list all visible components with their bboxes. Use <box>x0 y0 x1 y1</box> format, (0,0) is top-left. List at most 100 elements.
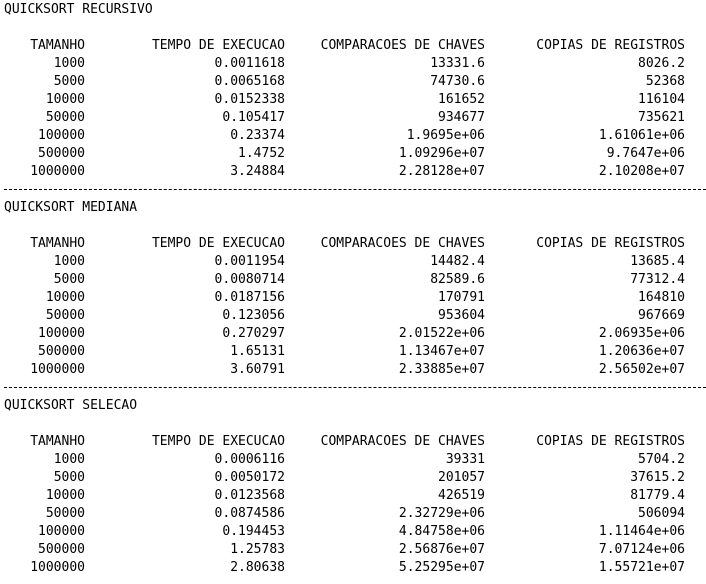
header-comparacoes: COMPARACOES DE CHAVES <box>320 38 485 53</box>
header-copias: COPIAS DE REGISTROS <box>536 38 685 53</box>
cell-comparacoes: 13331.6 <box>430 56 485 71</box>
cell-tempo: 0.0050172 <box>214 470 285 485</box>
cell-tempo: 0.0187156 <box>214 290 285 305</box>
cell-comparacoes: 5.25295e+07 <box>398 560 485 575</box>
header-tempo: TEMPO DE EXECUCAO <box>151 434 285 449</box>
cell-copias: 37615.2 <box>630 470 685 485</box>
cell-copias: 1.55721e+07 <box>598 560 685 575</box>
cell-tamanho: 10000 <box>45 488 85 503</box>
cell-tempo: 0.0006116 <box>214 452 285 467</box>
cell-comparacoes: 161652 <box>438 92 485 107</box>
header-tamanho: TAMANHO <box>30 236 85 251</box>
cell-tempo: 0.0874586 <box>214 506 285 521</box>
cell-copias: 77312.4 <box>630 272 685 287</box>
section-title: QUICKSORT SELECAO <box>4 398 138 413</box>
table-row: 10000 0.0123568 426519 81779.4 <box>0 487 706 505</box>
cell-copias: 1.11464e+06 <box>598 524 685 539</box>
header-comparacoes: COMPARACOES DE CHAVES <box>320 434 485 449</box>
table-row: 10000 0.0152338 161652 116104 <box>0 91 706 109</box>
cell-copias: 2.10208e+07 <box>598 164 685 179</box>
cell-tempo: 0.0011618 <box>214 56 285 71</box>
cell-tamanho: 1000000 <box>30 560 85 575</box>
cell-tamanho: 10000 <box>45 92 85 107</box>
section-title: QUICKSORT RECURSIVO <box>4 2 153 17</box>
table-row: 500000 1.4752 1.09296e+07 9.7647e+06 <box>0 145 706 163</box>
cell-copias: 7.07124e+06 <box>598 542 685 557</box>
cell-comparacoes: 170791 <box>438 290 485 305</box>
table-row: 5000 0.0080714 82589.6 77312.4 <box>0 271 706 289</box>
cell-tempo: 1.4752 <box>238 146 285 161</box>
cell-comparacoes: 1.9695e+06 <box>406 128 485 143</box>
cell-tamanho: 100000 <box>38 524 85 539</box>
cell-copias: 9.7647e+06 <box>606 146 685 161</box>
cell-tamanho: 1000 <box>53 56 85 71</box>
cell-tamanho: 100000 <box>38 326 85 341</box>
cell-tamanho: 500000 <box>38 542 85 557</box>
cell-tempo: 0.0152338 <box>214 92 285 107</box>
table-header-row: TAMANHO TEMPO DE EXECUCAO COMPARACOES DE… <box>0 433 706 451</box>
cell-comparacoes: 1.13467e+07 <box>398 344 485 359</box>
cell-comparacoes: 4.84758e+06 <box>398 524 485 539</box>
header-tempo: TEMPO DE EXECUCAO <box>151 236 285 251</box>
cell-tempo: 0.105417 <box>222 110 285 125</box>
section-title: QUICKSORT MEDIANA <box>4 200 138 215</box>
table-row: 5000 0.0050172 201057 37615.2 <box>0 469 706 487</box>
cell-tempo: 0.0011954 <box>214 254 285 269</box>
cell-comparacoes: 1.09296e+07 <box>398 146 485 161</box>
table-row: 1000 0.0011618 13331.6 8026.2 <box>0 55 706 73</box>
cell-tamanho: 1000 <box>53 452 85 467</box>
cell-tamanho: 5000 <box>53 74 85 89</box>
table-header-row: TAMANHO TEMPO DE EXECUCAO COMPARACOES DE… <box>0 235 706 253</box>
cell-tempo: 0.0065168 <box>214 74 285 89</box>
cell-tamanho: 50000 <box>45 506 85 521</box>
header-comparacoes: COMPARACOES DE CHAVES <box>320 236 485 251</box>
cell-copias: 1.61061e+06 <box>598 128 685 143</box>
cell-comparacoes: 82589.6 <box>430 272 485 287</box>
cell-copias: 2.06935e+06 <box>598 326 685 341</box>
cell-tempo: 0.270297 <box>222 326 285 341</box>
cell-copias: 5704.2 <box>638 452 685 467</box>
cell-copias: 164810 <box>638 290 685 305</box>
header-copias: COPIAS DE REGISTROS <box>536 434 685 449</box>
cell-tamanho: 10000 <box>45 290 85 305</box>
cell-tamanho: 5000 <box>53 272 85 287</box>
cell-tempo: 0.23374 <box>230 128 285 143</box>
cell-comparacoes: 39331 <box>445 452 485 467</box>
table-row: 100000 0.23374 1.9695e+06 1.61061e+06 <box>0 127 706 145</box>
cell-tamanho: 1000 <box>53 254 85 269</box>
table-row: 50000 0.105417 934677 735621 <box>0 109 706 127</box>
cell-copias: 506094 <box>638 506 685 521</box>
header-tamanho: TAMANHO <box>30 434 85 449</box>
cell-comparacoes: 14482.4 <box>430 254 485 269</box>
table-row: 5000 0.0065168 74730.6 52368 <box>0 73 706 91</box>
cell-copias: 81779.4 <box>630 488 685 503</box>
table-row: 100000 0.194453 4.84758e+06 1.11464e+06 <box>0 523 706 541</box>
table-row: 50000 0.123056 953604 967669 <box>0 307 706 325</box>
cell-tempo: 0.0080714 <box>214 272 285 287</box>
table-row: 500000 1.25783 2.56876e+07 7.07124e+06 <box>0 541 706 559</box>
cell-copias: 8026.2 <box>638 56 685 71</box>
section-divider <box>4 387 706 388</box>
cell-tempo: 0.0123568 <box>214 488 285 503</box>
header-tamanho: TAMANHO <box>30 38 85 53</box>
cell-tamanho: 1000000 <box>30 362 85 377</box>
cell-tamanho: 500000 <box>38 146 85 161</box>
table-row: 10000 0.0187156 170791 164810 <box>0 289 706 307</box>
cell-copias: 967669 <box>638 308 685 323</box>
table-row: 1000000 3.60791 2.33885e+07 2.56502e+07 <box>0 361 706 379</box>
cell-tamanho: 50000 <box>45 308 85 323</box>
cell-copias: 13685.4 <box>630 254 685 269</box>
cell-comparacoes: 2.01522e+06 <box>398 326 485 341</box>
cell-tempo: 3.24884 <box>230 164 285 179</box>
section-divider <box>4 189 706 190</box>
cell-comparacoes: 953604 <box>438 308 485 323</box>
cell-tamanho: 50000 <box>45 110 85 125</box>
cell-copias: 1.20636e+07 <box>598 344 685 359</box>
cell-tempo: 2.80638 <box>230 560 285 575</box>
cell-tamanho: 1000000 <box>30 164 85 179</box>
cell-tamanho: 100000 <box>38 128 85 143</box>
cell-tempo: 3.60791 <box>230 362 285 377</box>
header-tempo: TEMPO DE EXECUCAO <box>151 38 285 53</box>
cell-tempo: 0.194453 <box>222 524 285 539</box>
